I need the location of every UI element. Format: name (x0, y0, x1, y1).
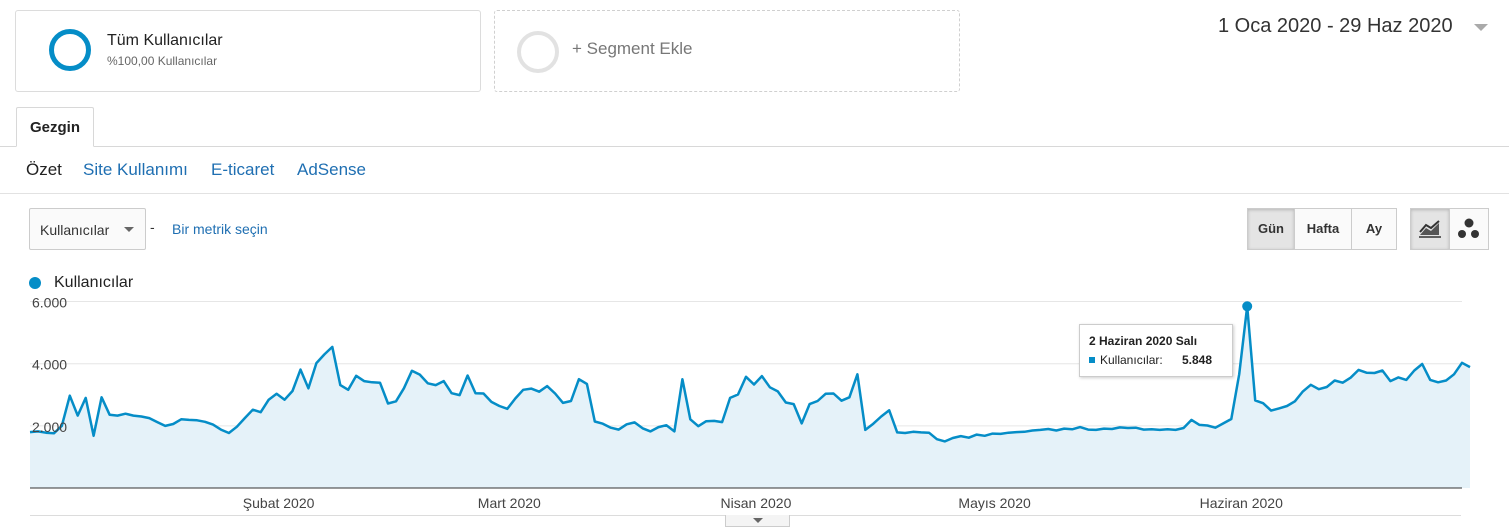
motion-chart-icon (1458, 218, 1479, 238)
legend-marker (29, 277, 41, 289)
chevron-down-icon (124, 227, 134, 232)
expand-chart-handle[interactable] (725, 515, 790, 527)
metric-select[interactable]: Kullanıcılar (29, 208, 146, 250)
chevron-down-icon[interactable] (1474, 24, 1488, 31)
subtab-e-ticaret[interactable]: E-ticaret (211, 160, 275, 179)
segment-placeholder-icon (517, 31, 559, 73)
y-tick-label: 2.000 (32, 419, 67, 435)
legend-label: Kullanıcılar (54, 274, 134, 291)
tooltip-date: 2 Haziran 2020 Salı (1089, 334, 1198, 348)
add-segment-button[interactable]: + Segment Ekle (494, 10, 960, 92)
motion-chart-button[interactable] (1449, 208, 1489, 250)
line-chart-icon (1419, 220, 1441, 238)
segment-subtitle: %100,00 Kullanıcılar (107, 54, 218, 68)
metric-select-value: Kullanıcılar (40, 222, 110, 238)
granularity-week-button[interactable]: Hafta (1294, 208, 1352, 250)
chevron-down-icon (753, 518, 763, 523)
segment-all-users[interactable]: Tüm Kullanıcılar %100,00 Kullanıcılar (15, 10, 481, 92)
subtab-site-kullanimi[interactable]: Site Kullanımı (83, 160, 188, 179)
y-tick-label: 6.000 (32, 295, 67, 311)
subtab-adsense[interactable]: AdSense (297, 160, 366, 179)
data-points (1242, 301, 1253, 312)
segment-ring-icon (49, 29, 91, 71)
subnav-divider (0, 193, 1509, 194)
series-area-fill (30, 306, 1470, 488)
x-tick-label: Şubat 2020 (243, 495, 315, 511)
tooltip-series-marker (1089, 357, 1095, 363)
chart-tooltip: 2 Haziran 2020 Salı Kullanıcılar: 5.848 (1079, 324, 1233, 377)
granularity-day-button[interactable]: Gün (1247, 208, 1295, 250)
select-second-metric-link[interactable]: Bir metrik seçin (172, 221, 268, 237)
add-segment-label: + Segment Ekle (572, 39, 693, 58)
tab-gezgin[interactable]: Gezgin (16, 107, 94, 147)
date-range-picker[interactable]: 1 Oca 2020 - 29 Haz 2020 (1218, 15, 1453, 37)
tab-bar-divider (0, 146, 1509, 147)
highlighted-data-point (1242, 301, 1253, 312)
users-line-chart[interactable]: 2.000 4.000 6.000 Şubat 2020 Mart 2020 Nisan… (0, 290, 1509, 515)
segment-title: Tüm Kullanıcılar (107, 32, 223, 49)
x-tick-label: Nisan 2020 (721, 495, 792, 511)
tooltip-value: 5.848 (1182, 353, 1213, 367)
y-tick-label: 4.000 (32, 357, 67, 373)
granularity-month-button[interactable]: Ay (1351, 208, 1397, 250)
subtab-ozet[interactable]: Özet (26, 160, 62, 179)
tooltip-label: Kullanıcılar: (1100, 353, 1163, 367)
line-chart-button[interactable] (1410, 208, 1450, 250)
x-tick-label: Mayıs 2020 (958, 495, 1031, 511)
series-line (29, 305, 1471, 443)
x-tick-label: Haziran 2020 (1200, 495, 1283, 511)
x-tick-label: Mart 2020 (478, 495, 541, 511)
metric-separator: - (150, 219, 155, 235)
